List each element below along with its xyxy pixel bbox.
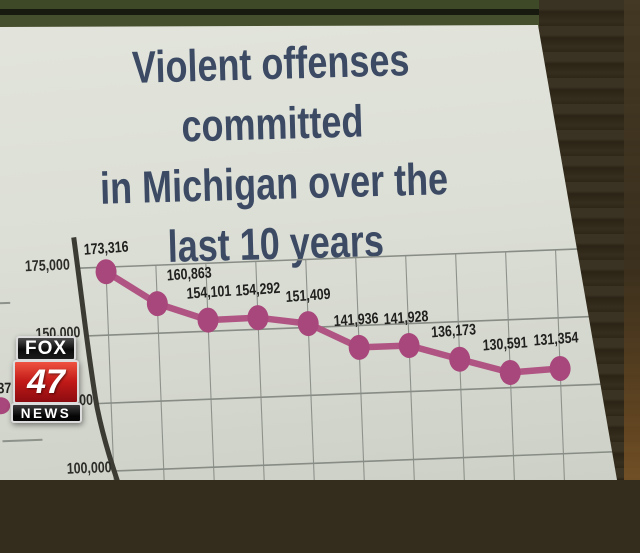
trend-line: [102, 268, 564, 376]
data-point: [95, 259, 117, 285]
gridline-horizontal: [96, 378, 617, 405]
data-point: [549, 356, 571, 381]
wall-edge-highlight: [624, 0, 640, 480]
station-logo-suffix: NEWS: [10, 403, 82, 423]
presentation-slide: Violent offenses committed in Michigan o…: [0, 25, 617, 480]
gridline-vertical: [105, 267, 118, 480]
gridline-vertical: [205, 263, 218, 480]
gridline-vertical: [505, 251, 517, 480]
data-point: [247, 305, 269, 331]
y-axis-line: [71, 237, 132, 480]
gridline-vertical: [355, 257, 368, 480]
line-chart: 175,000150,000125,000100,000173,316160,8…: [0, 237, 617, 480]
gridline-vertical: [405, 255, 418, 480]
station-logo: FOX 47 NEWS: [10, 336, 82, 423]
data-point: [297, 311, 319, 337]
station-logo-number: 47: [13, 360, 79, 404]
y-tick-label: 100,000: [66, 459, 112, 478]
data-point: [449, 346, 471, 372]
poster-top-band: [0, 0, 539, 27]
station-logo-network: FOX: [16, 336, 76, 361]
gridline-vertical: [455, 253, 467, 480]
data-point: [348, 334, 370, 360]
data-point: [146, 291, 168, 317]
data-point: [197, 307, 219, 333]
data-point: [499, 359, 521, 385]
gridline-horizontal: [111, 446, 617, 472]
gridline-vertical: [555, 249, 567, 480]
gridline-vertical: [305, 259, 318, 480]
gridline-vertical: [255, 261, 268, 480]
y-tick-label: 175,000: [24, 256, 71, 276]
data-point: [398, 333, 420, 359]
